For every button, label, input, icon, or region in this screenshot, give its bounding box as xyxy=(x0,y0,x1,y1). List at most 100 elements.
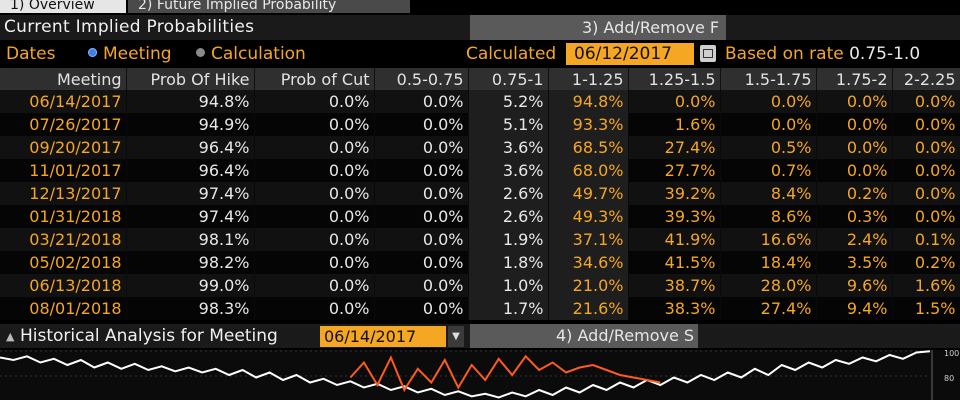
based-on-rate: Based on rate 0.75-1.0 xyxy=(725,44,920,64)
table-row[interactable]: 06/13/2018 99.0% 0.0% 0.0% 1.0% 21.0% 38.7% 28.… xyxy=(0,274,960,297)
y-tick-label: 100 xyxy=(944,350,959,358)
probability-cell: 0.0% xyxy=(254,205,375,228)
meeting-date-cell: 06/14/2017 xyxy=(0,90,127,113)
probability-cell: 1.5% xyxy=(892,297,960,320)
calendar-icon[interactable] xyxy=(700,45,716,62)
probability-cell: 0.0% xyxy=(892,205,960,228)
column-header[interactable]: 0.75-1 xyxy=(468,68,549,90)
table-row[interactable]: 09/20/2017 96.4% 0.0% 0.0% 3.6% 68.5% 27.4% 0.5… xyxy=(0,136,960,159)
probability-cell: 0.0% xyxy=(374,297,469,320)
probability-cell: 21.0% xyxy=(548,274,629,297)
column-header[interactable]: Meeting xyxy=(0,68,127,90)
probability-cell: 96.4% xyxy=(126,159,255,182)
probability-cell: 38.7% xyxy=(628,274,721,297)
probability-cell: 2.4% xyxy=(816,228,893,251)
meeting-radio-label: Meeting xyxy=(103,44,172,64)
column-header[interactable]: Prob of Cut xyxy=(254,68,375,90)
column-header[interactable]: 1.25-1.5 xyxy=(628,68,721,90)
add-remove-series-button[interactable]: 4) Add/Remove S xyxy=(470,324,698,348)
probability-cell: 49.7% xyxy=(548,182,629,205)
probability-cell: 0.0% xyxy=(892,182,960,205)
column-header[interactable]: 0.5-0.75 xyxy=(374,68,469,90)
meeting-date-cell: 06/13/2018 xyxy=(0,274,127,297)
probability-cell: 27.7% xyxy=(628,159,721,182)
probability-cell: 97.4% xyxy=(126,205,255,228)
table-row[interactable]: 05/02/2018 98.2% 0.0% 0.0% 1.8% 34.6% 41.5% 18.… xyxy=(0,251,960,274)
calculation-radio[interactable]: Calculation xyxy=(196,44,306,64)
meeting-date-cell: 01/31/2018 xyxy=(0,205,127,228)
probability-cell: 0.0% xyxy=(374,113,469,136)
column-header[interactable]: 1.5-1.75 xyxy=(720,68,817,90)
probability-cell: 1.6% xyxy=(628,113,721,136)
probability-cell: 0.0% xyxy=(374,251,469,274)
probability-cell: 1.0% xyxy=(468,274,549,297)
historical-meeting-date-select[interactable]: 06/14/2017 xyxy=(320,326,446,347)
panel-title: Current Implied Probabilities xyxy=(4,17,255,37)
probability-cell: 1.8% xyxy=(468,251,549,274)
probability-cell: 0.0% xyxy=(892,136,960,159)
probability-cell: 0.0% xyxy=(720,113,817,136)
probability-cell: 8.6% xyxy=(720,205,817,228)
collapse-icon[interactable]: ▲ xyxy=(6,330,15,343)
probability-cell: 37.1% xyxy=(548,228,629,251)
probability-cell: 97.4% xyxy=(126,182,255,205)
column-header[interactable]: 2-2.25 xyxy=(892,68,960,90)
probability-cell: 0.2% xyxy=(892,251,960,274)
historical-chart-svg: 100 80 xyxy=(0,350,959,400)
probability-cell: 38.3% xyxy=(628,297,721,320)
probability-cell: 94.8% xyxy=(548,90,629,113)
add-remove-series-label: 4) Add/Remove S xyxy=(556,326,695,345)
probability-cell: 1.6% xyxy=(892,274,960,297)
probability-cell: 3.6% xyxy=(468,136,549,159)
probability-cell: 0.0% xyxy=(374,182,469,205)
probability-cell: 27.4% xyxy=(720,297,817,320)
radio-unselected-icon xyxy=(196,48,205,57)
radio-selected-icon xyxy=(88,48,97,57)
probability-cell: 0.0% xyxy=(374,228,469,251)
meeting-radio[interactable]: Meeting xyxy=(88,44,172,64)
chevron-down-icon[interactable]: ▼ xyxy=(448,326,464,347)
table-row[interactable]: 12/13/2017 97.4% 0.0% 0.0% 2.6% 49.7% 39.2% 8.4… xyxy=(0,182,960,205)
column-header[interactable]: 1-1.25 xyxy=(548,68,629,90)
probability-cell: 0.0% xyxy=(374,205,469,228)
probability-cell: 0.0% xyxy=(254,90,375,113)
column-header[interactable]: Prob Of Hike xyxy=(126,68,255,90)
tab-future-implied-probability[interactable]: 2) Future Implied Probability xyxy=(128,0,410,13)
add-remove-fields-label: 3) Add/Remove F xyxy=(582,18,720,37)
historical-chart: 100 80 xyxy=(0,350,960,400)
probability-cell: 0.0% xyxy=(816,136,893,159)
probability-cell: 0.7% xyxy=(720,159,817,182)
table-row[interactable]: 06/14/2017 94.8% 0.0% 0.0% 5.2% 94.8% 0.0% 0.0%… xyxy=(0,90,960,113)
table-header-row: Meeting Prob Of Hike Prob of Cut 0.5-0.7… xyxy=(0,68,960,90)
probability-cell: 0.0% xyxy=(254,113,375,136)
calculated-date-input[interactable]: 06/12/2017 xyxy=(566,43,694,65)
probability-cell: 0.0% xyxy=(816,90,893,113)
probability-cell: 0.0% xyxy=(254,251,375,274)
probability-cell: 0.0% xyxy=(254,274,375,297)
table-row[interactable]: 07/26/2017 94.9% 0.0% 0.0% 5.1% 93.3% 1.6% 0.0%… xyxy=(0,113,960,136)
probability-cell: 98.2% xyxy=(126,251,255,274)
series-line-0 xyxy=(0,350,931,399)
historical-analysis-label: Historical Analysis for Meeting xyxy=(20,326,278,346)
tab-bar: 1) Overview 2) Future Implied Probabilit… xyxy=(0,0,960,13)
column-header[interactable]: 1.75-2 xyxy=(816,68,893,90)
probability-cell: 93.3% xyxy=(548,113,629,136)
probability-cell: 18.4% xyxy=(720,251,817,274)
options-bar: Dates Meeting Calculation Calculated Bas… xyxy=(0,41,960,67)
tab-overview[interactable]: 1) Overview xyxy=(0,0,126,13)
probability-cell: 1.9% xyxy=(468,228,549,251)
probability-cell: 94.9% xyxy=(126,113,255,136)
add-remove-fields-button[interactable]: 3) Add/Remove F xyxy=(470,15,726,40)
probability-cell: 39.3% xyxy=(628,205,721,228)
calculated-label: Calculated xyxy=(466,44,557,64)
probability-cell: 41.9% xyxy=(628,228,721,251)
probability-cell: 94.8% xyxy=(126,90,255,113)
table-row[interactable]: 01/31/2018 97.4% 0.0% 0.0% 2.6% 49.3% 39.3% 8.6… xyxy=(0,205,960,228)
table-row[interactable]: 08/01/2018 98.3% 0.0% 0.0% 1.7% 21.6% 38.3% 27.… xyxy=(0,297,960,320)
dates-label: Dates xyxy=(6,44,56,64)
probability-cell: 3.5% xyxy=(816,251,893,274)
table-row[interactable]: 03/21/2018 98.1% 0.0% 0.0% 1.9% 37.1% 41.9% 16.… xyxy=(0,228,960,251)
probability-cell: 0.2% xyxy=(816,182,893,205)
table-row[interactable]: 11/01/2017 96.4% 0.0% 0.0% 3.6% 68.0% 27.7% 0.7… xyxy=(0,159,960,182)
based-on-rate-value: 0.75-1.0 xyxy=(849,44,921,64)
